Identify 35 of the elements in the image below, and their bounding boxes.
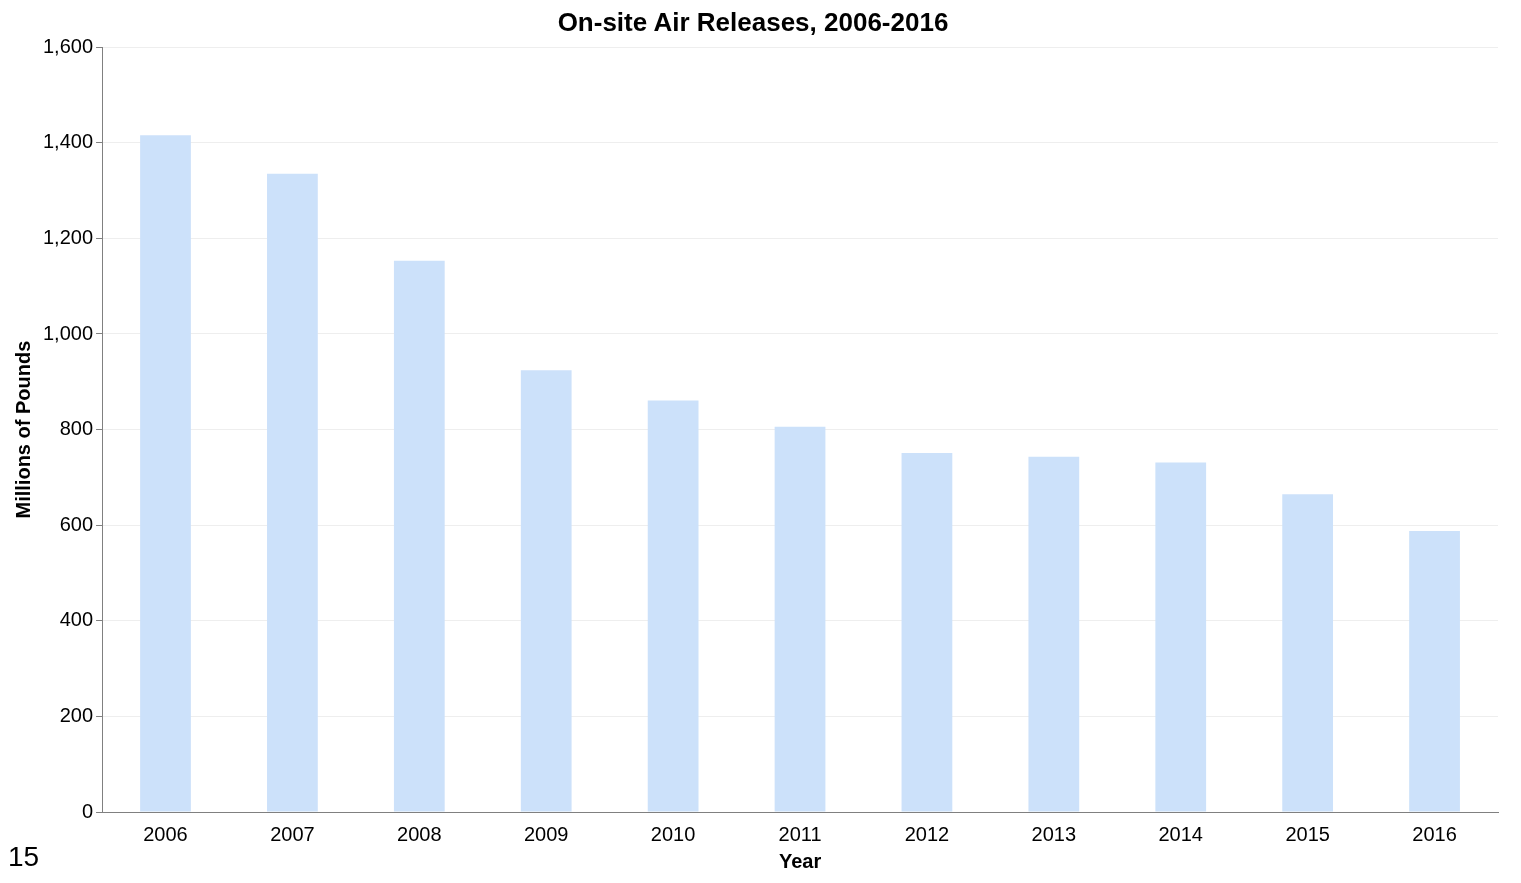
chart-title: On-site Air Releases, 2006-2016 [557, 6, 949, 37]
x-tick-label: 2014 [1158, 822, 1203, 845]
x-tick-label: 2006 [143, 822, 188, 845]
x-tick-label: 2015 [1285, 822, 1330, 845]
x-tick-label: 2008 [397, 822, 442, 845]
bar [393, 260, 445, 812]
bar [1155, 462, 1207, 812]
y-tick-label: 1,000 [42, 321, 94, 344]
x-tick-label: 2013 [1031, 822, 1077, 845]
y-tick-label: 400 [59, 608, 94, 631]
x-tick-label: 2012 [904, 822, 950, 845]
x-axis-title: Year [778, 849, 822, 872]
x-tick-label: 2011 [778, 822, 822, 845]
x-tick-label: 2010 [650, 822, 696, 845]
y-axis-title: Millions of Pounds [11, 340, 34, 519]
bar [774, 426, 826, 812]
x-tick-label: 2016 [1412, 822, 1457, 845]
y-tick-label: 1,600 [42, 34, 94, 57]
bar [267, 173, 318, 812]
y-tick-label: 600 [59, 512, 94, 535]
bar [140, 135, 191, 812]
bar [901, 453, 953, 812]
x-tick-label: 2009 [523, 822, 569, 845]
bar [1028, 456, 1080, 812]
y-tick-label: 0 [81, 799, 94, 822]
text: 15 [8, 840, 40, 872]
bar [1282, 494, 1334, 812]
y-tick-label: 1,400 [42, 130, 94, 153]
bar [1409, 530, 1460, 812]
y-tick-label: 800 [59, 417, 94, 440]
bar [520, 370, 572, 812]
y-tick-label: 200 [59, 703, 94, 726]
bar [647, 400, 699, 812]
y-tick-label: 1,200 [42, 225, 94, 248]
x-tick-label: 2007 [270, 822, 315, 845]
